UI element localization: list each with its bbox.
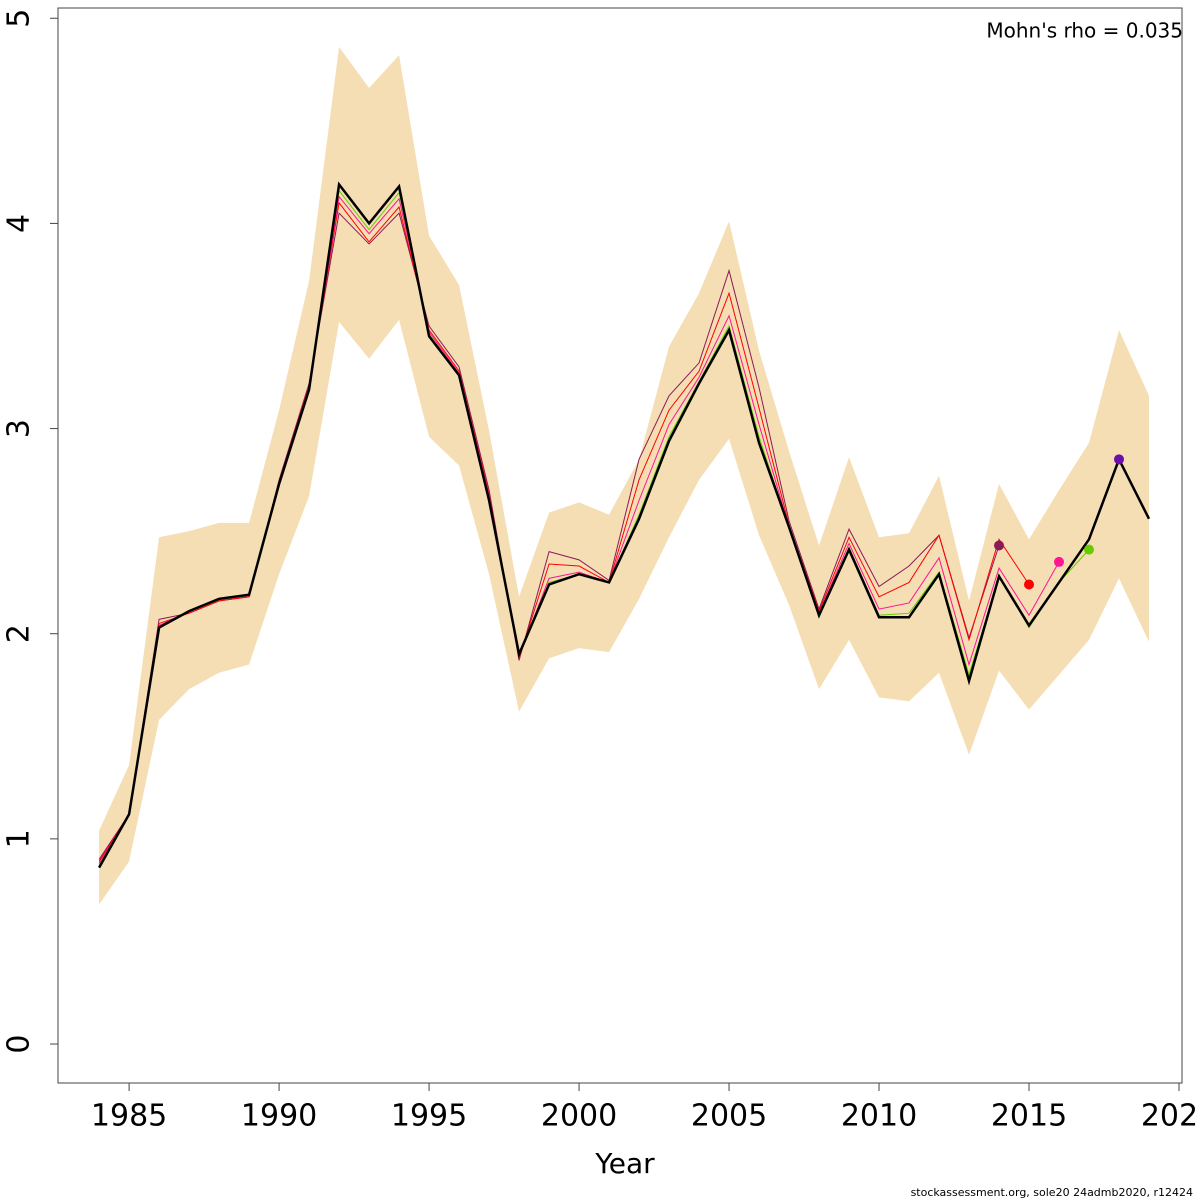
retro-endpoint: [1114, 454, 1125, 465]
y-tick-label: 2: [2, 624, 37, 643]
x-tick-label: 2020: [1141, 1099, 1200, 1134]
annotation: Mohn's rho = 0.035: [986, 19, 1183, 43]
plot-frame: [57, 7, 1183, 1084]
y-tick-label: 5: [2, 9, 37, 28]
x-tick-label: 2005: [691, 1099, 767, 1134]
y-tick-label: 1: [2, 829, 37, 848]
uncertainty-band: [99, 46, 1150, 905]
x-tick-label: 2010: [841, 1099, 917, 1134]
y-tick-label: 3: [2, 419, 37, 438]
retro-endpoint: [994, 540, 1005, 551]
x-tick-label: 1990: [241, 1099, 317, 1134]
final-line: [98, 181, 1151, 869]
y-tick-label: 0: [2, 1034, 37, 1053]
footer: stockassessment.org, sole20 24admb2020, …: [911, 1186, 1193, 1199]
x-axis-label: Year: [594, 1147, 655, 1180]
x-tick-label: 2015: [991, 1099, 1067, 1134]
x-tick-label: 1995: [391, 1099, 467, 1134]
retro-endpoint: [1084, 544, 1095, 555]
y-tick-label: 4: [2, 214, 37, 233]
x-tick-label: 2000: [541, 1099, 617, 1134]
x-tick-label: 1985: [91, 1099, 167, 1134]
retro-endpoint: [1024, 579, 1035, 590]
retro-endpoint: [1054, 556, 1065, 567]
